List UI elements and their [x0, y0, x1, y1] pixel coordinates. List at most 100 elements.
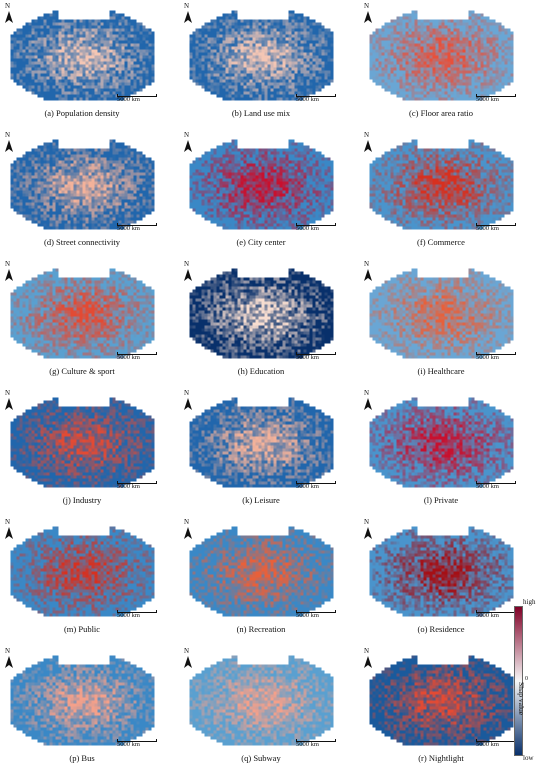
map-cells [189, 10, 334, 101]
map-panel-city-center: N 5000 km (e) City center [181, 131, 341, 253]
scale-label: 5000 km [296, 96, 319, 103]
scale-bar: 5000 km [117, 739, 157, 751]
panel-caption: (d) Street connectivity [2, 237, 162, 247]
north-arrow-icon: N [183, 647, 193, 671]
panel-caption: (b) Land use mix [181, 108, 341, 118]
north-arrow-icon: N [183, 260, 193, 284]
map-panel-grid: N 5000 km (a) Population density N 5000 … [2, 2, 521, 769]
map-cells [10, 10, 155, 101]
map-cells [369, 139, 514, 230]
panel-caption: (o) Residence [361, 624, 521, 634]
scale-label: 5000 km [476, 354, 499, 361]
map-panel-bus: N 5000 km (p) Bus [2, 647, 162, 769]
scale-label: 5000 km [296, 612, 319, 619]
north-label: N [184, 260, 189, 268]
scale-label: 5000 km [476, 483, 499, 490]
north-arrow-icon: N [363, 131, 373, 155]
map-cells [189, 268, 334, 359]
north-label: N [5, 647, 10, 655]
north-label: N [184, 131, 189, 139]
map-cells [189, 655, 334, 746]
scale-label: 5000 km [117, 354, 140, 361]
scale-label: 5000 km [476, 741, 499, 748]
north-arrow-icon: N [363, 647, 373, 671]
map-cells [369, 655, 514, 746]
scale-bar: 5000 km [476, 223, 516, 235]
scale-label: 5000 km [476, 96, 499, 103]
grid-map [189, 397, 334, 488]
map-panel-population-density: N 5000 km (a) Population density [2, 2, 162, 124]
north-label: N [364, 2, 369, 10]
scale-bar: 5000 km [296, 223, 336, 235]
scale-label: 5000 km [117, 741, 140, 748]
panel-caption: (n) Recreation [181, 624, 341, 634]
grid-map [10, 655, 155, 746]
map-panel-education: N 5000 km (h) Education [181, 260, 341, 382]
map-cells [369, 268, 514, 359]
north-label: N [364, 647, 369, 655]
panel-caption: (k) Leisure [181, 495, 341, 505]
panel-caption: (j) Industry [2, 495, 162, 505]
map-panel-private: N 5000 km (l) Private [361, 389, 521, 511]
map-panel-healthcare: N 5000 km (i) Healthcare [361, 260, 521, 382]
scale-label: 5000 km [117, 225, 140, 232]
north-arrow-icon: N [4, 260, 14, 284]
scale-bar: 5000 km [296, 94, 336, 106]
grid-map [189, 526, 334, 617]
map-cells [10, 139, 155, 230]
grid-map [369, 139, 514, 230]
map-cells [10, 268, 155, 359]
legend-high-label: high [523, 598, 535, 606]
map-cells [189, 526, 334, 617]
grid-map [189, 139, 334, 230]
grid-map [10, 397, 155, 488]
panel-caption: (p) Bus [2, 753, 162, 763]
scale-label: 5000 km [476, 612, 499, 619]
scale-label: 5000 km [296, 354, 319, 361]
map-panel-recreation: N 5000 km (n) Recreation [181, 518, 341, 640]
panel-caption: (l) Private [361, 495, 521, 505]
map-cells [10, 397, 155, 488]
grid-map [369, 526, 514, 617]
scale-label: 5000 km [117, 483, 140, 490]
north-arrow-icon: N [183, 518, 193, 542]
scale-bar: 5000 km [476, 481, 516, 493]
panel-caption: (a) Population density [2, 108, 162, 118]
scale-label: 5000 km [296, 225, 319, 232]
grid-map [369, 397, 514, 488]
panel-caption: (e) City center [181, 237, 341, 247]
map-panel-leisure: N 5000 km (k) Leisure [181, 389, 341, 511]
scale-bar: 5000 km [117, 223, 157, 235]
panel-caption: (r) Nightlight [361, 753, 521, 763]
north-label: N [364, 260, 369, 268]
north-label: N [5, 260, 10, 268]
shap-value-legend: high 0 low Shap value [512, 598, 548, 768]
map-cells [369, 526, 514, 617]
north-arrow-icon: N [4, 131, 14, 155]
north-arrow-icon: N [4, 518, 14, 542]
scale-label: 5000 km [117, 612, 140, 619]
north-label: N [184, 2, 189, 10]
scale-label: 5000 km [296, 483, 319, 490]
panel-caption: (m) Public [2, 624, 162, 634]
map-panel-nightlight: N 5000 km (r) Nightlight [361, 647, 521, 769]
map-cells [369, 397, 514, 488]
scale-bar: 5000 km [296, 610, 336, 622]
north-arrow-icon: N [4, 389, 14, 413]
north-label: N [184, 389, 189, 397]
legend-zero-label: 0 [525, 676, 528, 682]
map-cells [189, 139, 334, 230]
map-cells [10, 526, 155, 617]
panel-caption: (i) Healthcare [361, 366, 521, 376]
panel-caption: (c) Floor area ratio [361, 108, 521, 118]
map-panel-commerce: N 5000 km (f) Commerce [361, 131, 521, 253]
north-arrow-icon: N [363, 389, 373, 413]
scale-bar: 5000 km [476, 739, 516, 751]
grid-map [189, 655, 334, 746]
grid-map [369, 10, 514, 101]
north-label: N [5, 389, 10, 397]
north-label: N [364, 131, 369, 139]
scale-bar: 5000 km [476, 610, 516, 622]
map-panel-land-use-mix: N 5000 km (b) Land use mix [181, 2, 341, 124]
map-cells [10, 655, 155, 746]
